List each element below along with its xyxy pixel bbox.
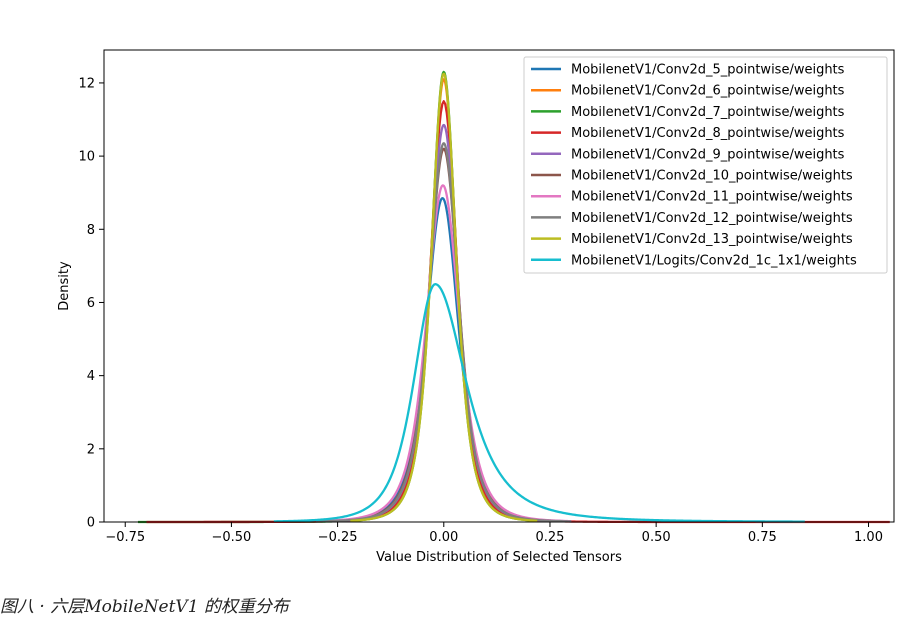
legend-entry: MobilenetV1/Logits/Conv2d_1c_1x1/weights — [571, 253, 857, 268]
x-tick-label: −0.50 — [211, 530, 251, 545]
x-tick-label: −0.25 — [318, 530, 358, 545]
series-line — [273, 283, 805, 523]
legend-entry: MobilenetV1/Conv2d_5_pointwise/weights — [571, 63, 845, 78]
y-tick-label: 0 — [87, 516, 95, 531]
legend-entry: MobilenetV1/Conv2d_8_pointwise/weights — [571, 126, 845, 141]
series-line — [336, 78, 551, 523]
x-tick-label: 0.25 — [535, 530, 564, 545]
x-tick-label: 1.00 — [854, 530, 883, 545]
legend-entry: MobilenetV1/Conv2d_7_pointwise/weights — [571, 105, 845, 120]
y-tick-label: 8 — [87, 223, 95, 238]
legend-entry: MobilenetV1/Conv2d_12_pointwise/weights — [571, 211, 853, 226]
y-tick-label: 12 — [78, 76, 95, 91]
legend-entry: MobilenetV1/Conv2d_11_pointwise/weights — [571, 190, 853, 205]
legend-entry: MobilenetV1/Conv2d_9_pointwise/weights — [571, 147, 845, 162]
legend: MobilenetV1/Conv2d_5_pointwise/weights Mo… — [523, 56, 888, 274]
legend-frame — [523, 56, 888, 274]
series-line — [137, 70, 551, 524]
x-tick-label: 0.00 — [429, 530, 458, 545]
y-tick-label: 6 — [87, 296, 95, 311]
series-line — [349, 72, 538, 522]
y-axis: 0 2 4 6 8 10 12 — [78, 76, 104, 531]
x-tick-label: −0.75 — [105, 530, 145, 545]
legend-entry: MobilenetV1/Conv2d_10_pointwise/weights — [571, 169, 853, 184]
legend-entry: MobilenetV1/Conv2d_6_pointwise/weights — [571, 84, 845, 99]
y-tick-label: 4 — [87, 369, 95, 384]
y-tick-label: 2 — [87, 442, 95, 457]
x-tick-label: 0.75 — [748, 530, 777, 545]
x-axis: −0.75 −0.50 −0.25 0.00 0.25 0.50 0.75 1.00 — [105, 522, 883, 545]
plot-frame — [103, 49, 895, 523]
x-tick-label: 0.50 — [642, 530, 671, 545]
figure-caption: 图八 · 六层MobileNetV1 的权重分布 — [0, 597, 289, 617]
legend-entry: MobilenetV1/Conv2d_13_pointwise/weights — [571, 232, 853, 247]
y-tick-label: 10 — [78, 150, 95, 165]
y-axis-label: Density — [57, 261, 72, 311]
x-axis-label: Value Distribution of Selected Tensors — [376, 550, 622, 565]
